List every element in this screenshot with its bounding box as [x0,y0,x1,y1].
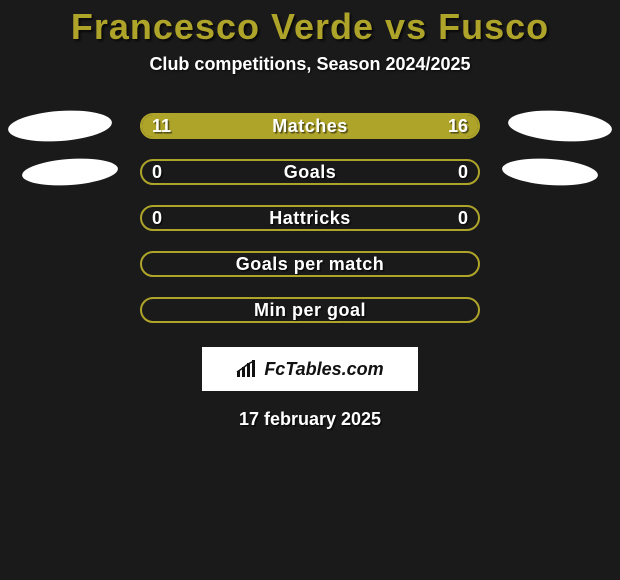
stat-pill: Min per goal [140,297,480,323]
date-line: 17 february 2025 [0,409,620,430]
stat-row: Goals per match [0,241,620,287]
right-ellipse [501,156,599,189]
left-ellipse [7,107,113,144]
brand-badge: FcTables.com [202,347,418,391]
stat-row: Min per goal [0,287,620,333]
comparison-infographic: Francesco Verde vs Fusco Club competitio… [0,0,620,580]
stat-pill: 00Hattricks [140,205,480,231]
stat-row: 00Goals [0,149,620,195]
stat-label: Hattricks [142,207,478,229]
right-ellipse [507,107,613,144]
stat-row: 00Hattricks [0,195,620,241]
stat-pill: Goals per match [140,251,480,277]
stat-label: Goals per match [142,253,478,275]
page-subtitle: Club competitions, Season 2024/2025 [0,54,620,103]
stat-rows: 1116Matches 00Goals 00Hattricks Goals per m… [0,103,620,333]
stat-pill: 00Goals [140,159,480,185]
stat-label: Matches [142,115,478,137]
bar-chart-icon [236,360,258,378]
stat-label: Goals [142,161,478,183]
stat-row: 1116Matches [0,103,620,149]
stat-pill: 1116Matches [140,113,480,139]
page-title: Francesco Verde vs Fusco [0,0,620,54]
stat-label: Min per goal [142,299,478,321]
left-ellipse [21,156,119,189]
brand-text: FcTables.com [264,359,383,380]
